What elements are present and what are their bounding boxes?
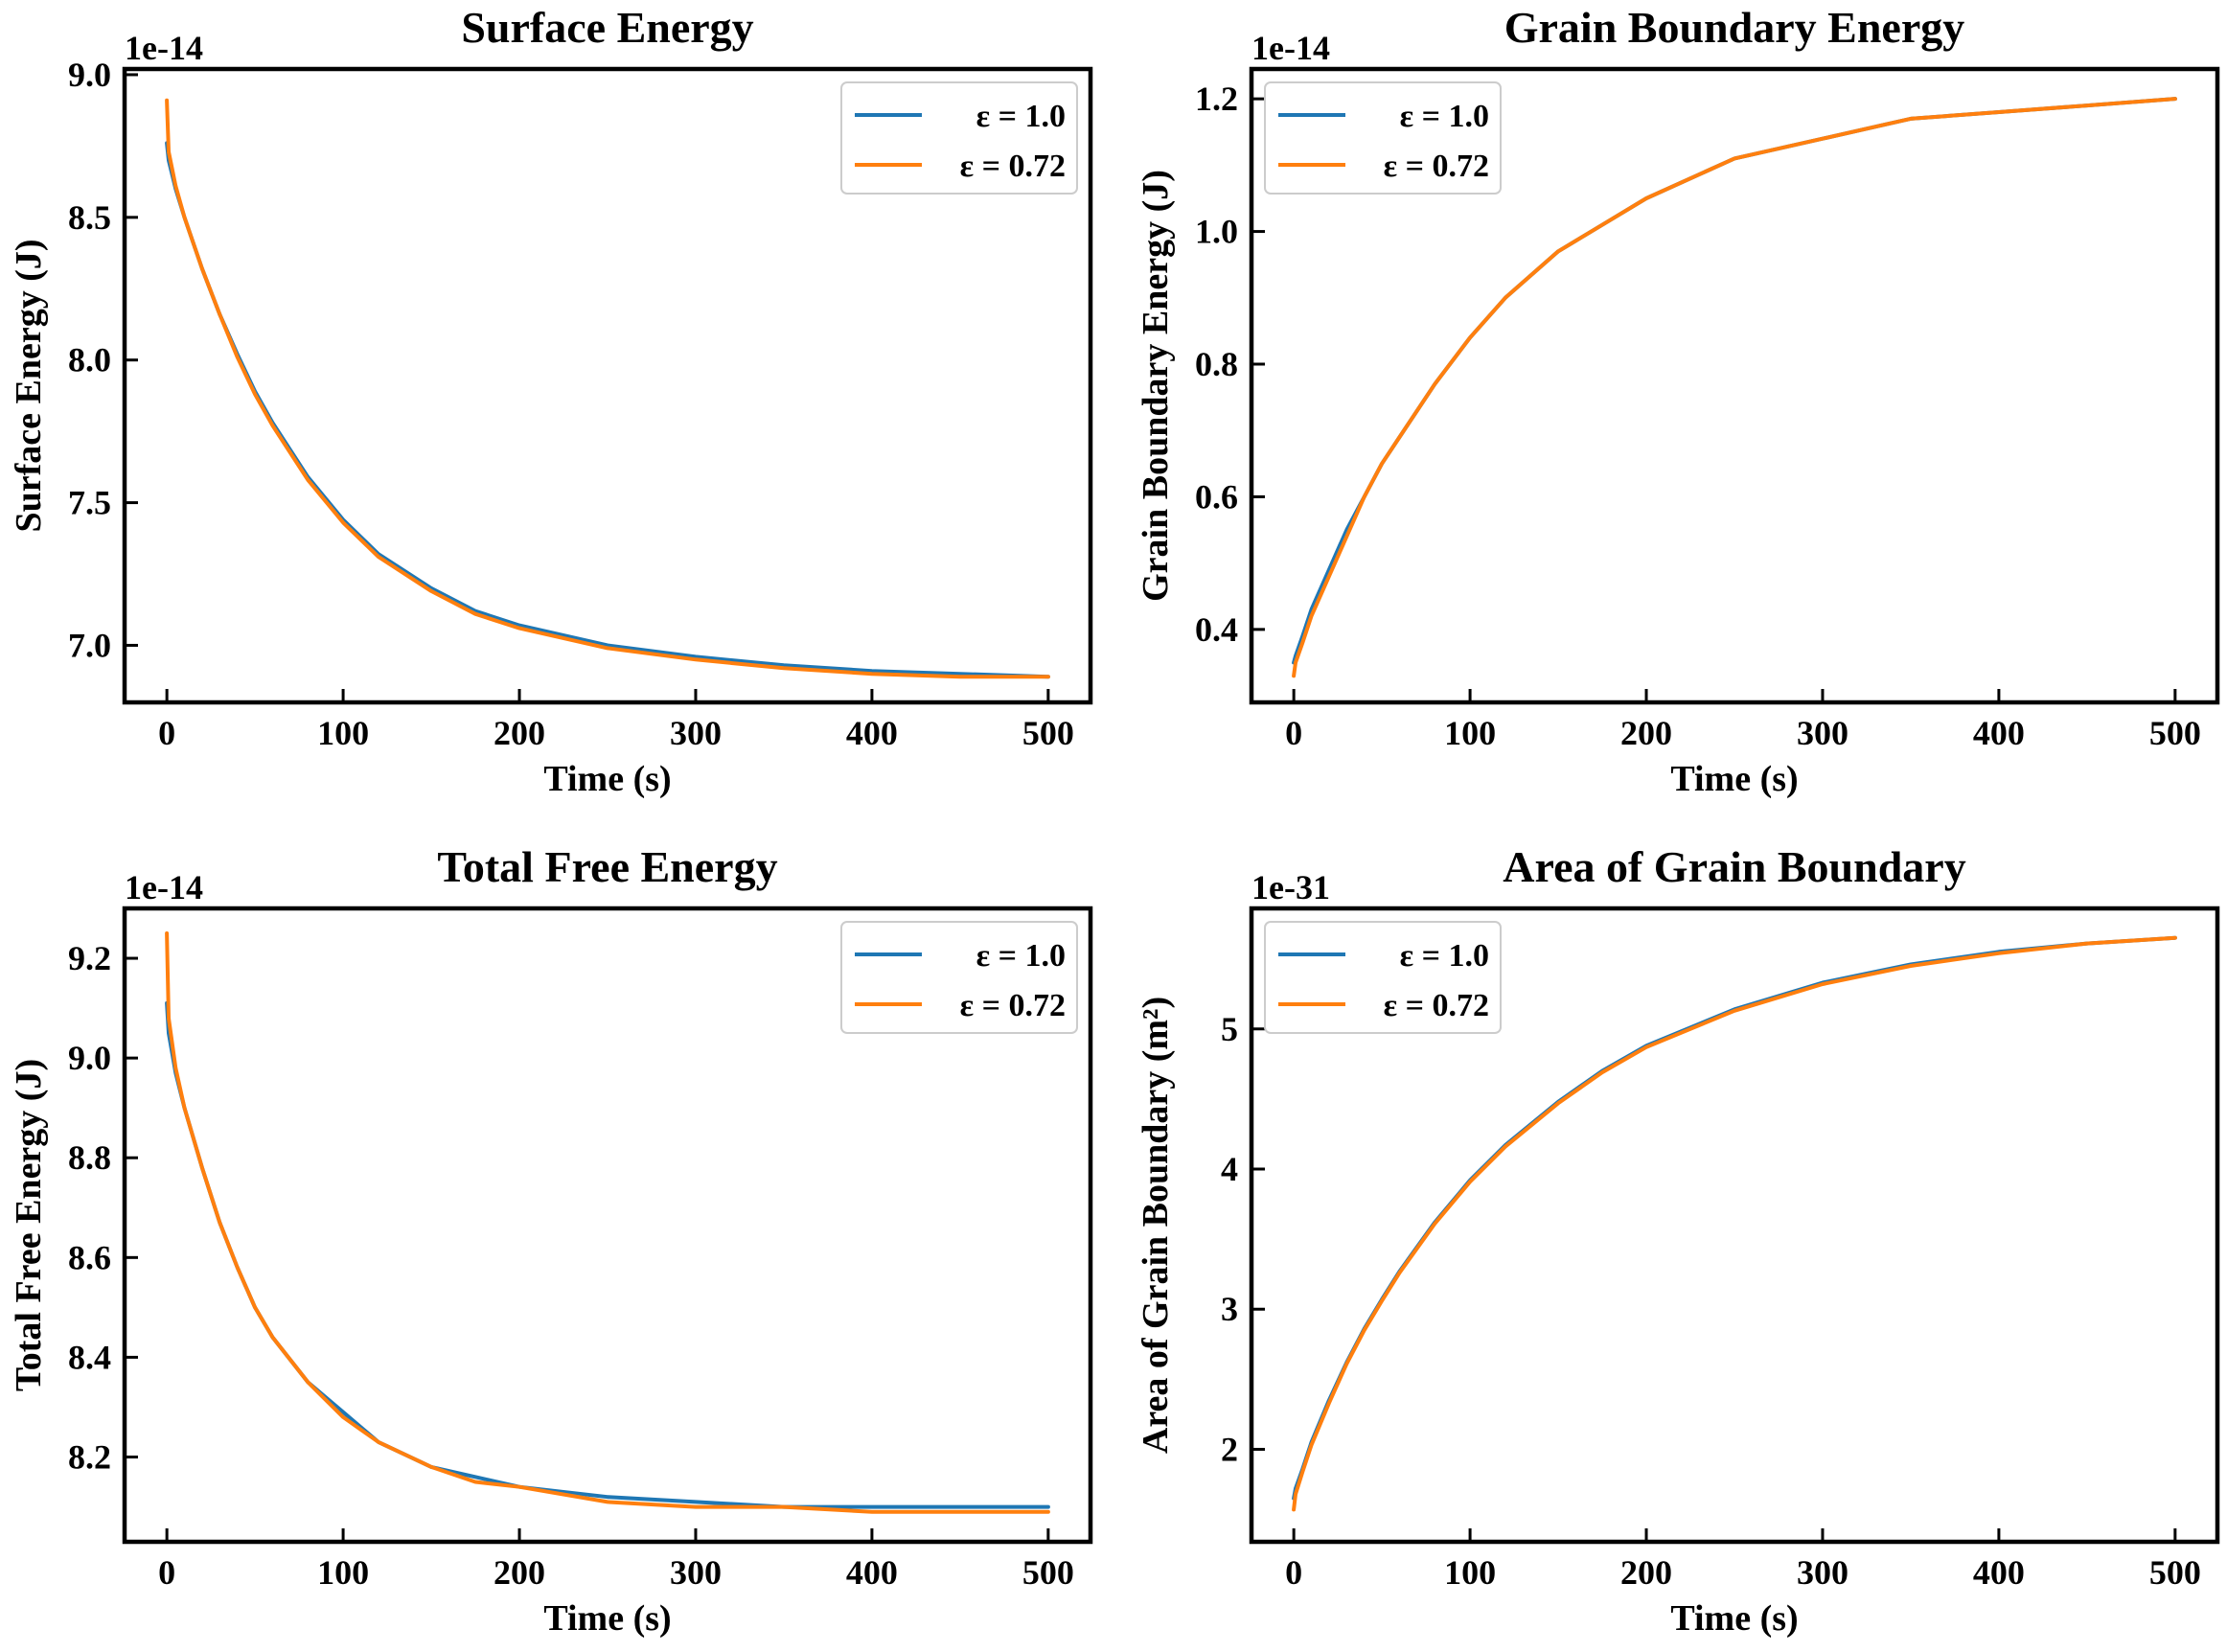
legend-entry-1: ε = 1.0 bbox=[976, 99, 1066, 134]
x-tick-label: 0 bbox=[158, 714, 175, 752]
x-tick-label: 400 bbox=[1973, 1553, 2025, 1592]
x-tick-label: 0 bbox=[1285, 1553, 1302, 1592]
y-offset-label: 1e-14 bbox=[1251, 29, 1330, 67]
series-line-2 bbox=[165, 931, 1050, 1514]
y-tick-label: 8.2 bbox=[68, 1438, 111, 1477]
legend: ε = 1.0 ε = 0.72 bbox=[1264, 81, 1502, 195]
x-tick-label: 500 bbox=[1022, 714, 1074, 752]
y-tick-label: 9.2 bbox=[68, 939, 111, 977]
x-tick-label: 200 bbox=[494, 1553, 545, 1592]
x-axis-label: Time (s) bbox=[543, 759, 671, 799]
y-tick-label: 8.6 bbox=[68, 1238, 111, 1276]
x-tick-label: 200 bbox=[1620, 1553, 1672, 1592]
x-tick-label: 300 bbox=[670, 714, 722, 752]
axes-frame bbox=[1249, 906, 2220, 1545]
y-tick-label: 0.8 bbox=[1195, 345, 1238, 383]
series-line-2 bbox=[1292, 935, 2177, 1512]
series-line-2 bbox=[165, 98, 1050, 679]
chart-panel-4: 0 100 200 300 400 500 2 3 4 5 Area of Grain Bounda… bbox=[1136, 842, 2220, 1639]
axes-frame bbox=[1249, 66, 2220, 705]
x-axis-label: Time (s) bbox=[1670, 1598, 1798, 1639]
chart-panel-2: 0 100 200 300 400 500 0.4 0.6 0.8 1.0 1.2 Grain Bou… bbox=[1136, 3, 2220, 799]
x-tick-label: 500 bbox=[1022, 1553, 1074, 1592]
x-tick-label: 500 bbox=[2149, 1553, 2201, 1592]
y-axis-label: Surface Energy (J) bbox=[9, 239, 49, 532]
chart-title: Area of Grain Boundary bbox=[1503, 842, 1965, 891]
y-tick-label: 8.5 bbox=[68, 198, 111, 237]
y-tick-label: 3 bbox=[1221, 1290, 1238, 1328]
y-tick-label: 7.5 bbox=[68, 484, 111, 522]
y-tick-label: 1.0 bbox=[1195, 213, 1238, 251]
y-axis-label: Grain Boundary Energy (J) bbox=[1136, 170, 1176, 602]
y-tick-label: 4 bbox=[1221, 1150, 1238, 1188]
legend-entry-1: ε = 1.0 bbox=[1400, 938, 1489, 974]
x-tick-label: 200 bbox=[494, 714, 545, 752]
series-line-1 bbox=[165, 1000, 1050, 1509]
x-tick-label: 300 bbox=[1797, 714, 1848, 752]
axes-frame bbox=[122, 906, 1093, 1545]
y-tick-label: 2 bbox=[1221, 1430, 1238, 1468]
legend-entry-1: ε = 1.0 bbox=[1400, 99, 1489, 134]
legend-entry-2: ε = 0.72 bbox=[1384, 149, 1489, 184]
y-tick-label: 7.0 bbox=[68, 626, 111, 664]
chart-title: Surface Energy bbox=[461, 3, 753, 52]
legend: ε = 1.0 ε = 0.72 bbox=[1264, 921, 1502, 1034]
x-tick-label: 400 bbox=[846, 1553, 898, 1592]
legend-entry-2: ε = 0.72 bbox=[960, 149, 1066, 184]
y-offset-label: 1e-31 bbox=[1251, 868, 1330, 906]
y-axis-label: Area of Grain Boundary (m²) bbox=[1136, 997, 1176, 1454]
y-tick-label: 9.0 bbox=[68, 56, 111, 94]
x-tick-label: 100 bbox=[317, 714, 369, 752]
x-tick-label: 100 bbox=[1444, 1553, 1496, 1592]
y-offset-label: 1e-14 bbox=[125, 29, 203, 67]
x-tick-label: 400 bbox=[846, 714, 898, 752]
legend-entry-2: ε = 0.72 bbox=[960, 988, 1066, 1023]
y-tick-label: 8.4 bbox=[68, 1338, 111, 1376]
y-axis-label: Total Free Energy (J) bbox=[9, 1059, 49, 1391]
y-tick-label: 8.0 bbox=[68, 341, 111, 379]
legend-entry-1: ε = 1.0 bbox=[976, 938, 1066, 974]
x-tick-label: 100 bbox=[317, 1553, 369, 1592]
y-tick-label: 1.2 bbox=[1195, 80, 1238, 118]
chart-panel-1: 0 100 200 300 400 500 7.0 7.5 8.0 8.5 9.0 Surface E… bbox=[9, 3, 1093, 799]
y-tick-label: 9.0 bbox=[68, 1039, 111, 1077]
y-tick-label: 8.8 bbox=[68, 1138, 111, 1177]
axes-frame bbox=[122, 66, 1093, 705]
y-offset-label: 1e-14 bbox=[125, 868, 203, 906]
series-line-1 bbox=[165, 141, 1050, 679]
x-tick-label: 0 bbox=[158, 1553, 175, 1592]
y-tick-label: 0.6 bbox=[1195, 477, 1238, 516]
x-tick-label: 200 bbox=[1620, 714, 1672, 752]
y-tick-label: 0.4 bbox=[1195, 610, 1238, 649]
x-tick-label: 300 bbox=[670, 1553, 722, 1592]
legend: ε = 1.0 ε = 0.72 bbox=[840, 81, 1078, 195]
x-tick-label: 0 bbox=[1285, 714, 1302, 752]
x-axis-label: Time (s) bbox=[1670, 759, 1798, 799]
x-tick-label: 400 bbox=[1973, 714, 2025, 752]
x-tick-label: 300 bbox=[1797, 1553, 1848, 1592]
legend: ε = 1.0 ε = 0.72 bbox=[840, 921, 1078, 1034]
y-tick-label: 5 bbox=[1221, 1010, 1238, 1048]
chart-panel-3: 0 100 200 300 400 500 8.2 8.4 8.6 8.8 9.0 9.2 Total … bbox=[9, 842, 1093, 1639]
x-tick-label: 100 bbox=[1444, 714, 1496, 752]
x-axis-label: Time (s) bbox=[543, 1598, 671, 1639]
series-line-2 bbox=[1292, 97, 2177, 678]
x-tick-label: 500 bbox=[2149, 714, 2201, 752]
chart-title: Grain Boundary Energy bbox=[1504, 3, 1965, 52]
legend-entry-2: ε = 0.72 bbox=[1384, 988, 1489, 1023]
chart-title: Total Free Energy bbox=[437, 842, 777, 891]
